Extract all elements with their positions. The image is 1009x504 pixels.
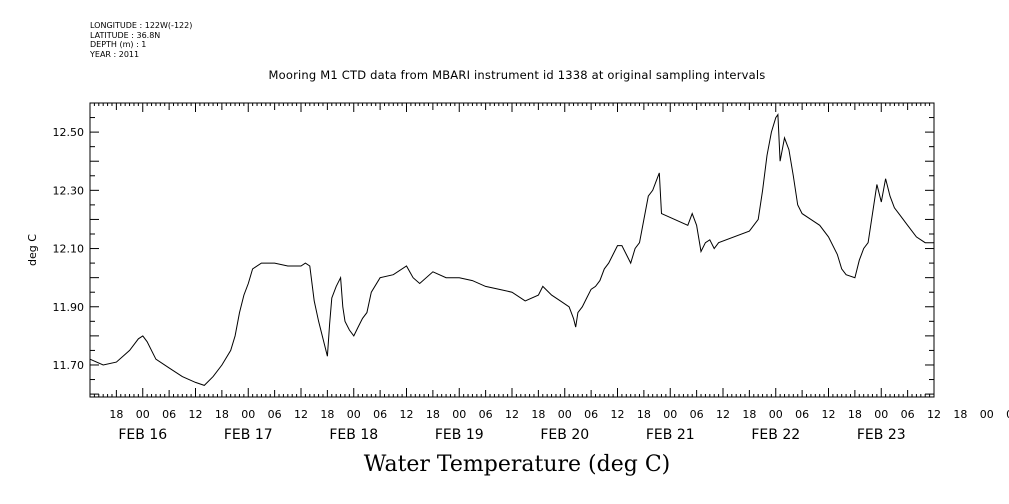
x-hour-label: 12 (400, 408, 414, 421)
x-hour-label: 18 (109, 408, 123, 421)
y-tick-label: 12.30 (53, 184, 85, 197)
x-hour-label: 06 (901, 408, 915, 421)
metadata-block: LONGITUDE : 122W(-122) LATITUDE : 36.8N … (90, 21, 192, 59)
x-hour-label: 18 (215, 408, 229, 421)
x-hour-label: 12 (822, 408, 836, 421)
year-label: YEAR : 2011 (90, 49, 140, 59)
x-hour-label: 12 (611, 408, 625, 421)
x-hour-label: 00 (136, 408, 150, 421)
x-hour-label: 06 (479, 408, 493, 421)
x-hour-label: 18 (848, 408, 862, 421)
x-day-label: FEB 17 (224, 427, 273, 443)
x-hour-label: 18 (953, 408, 967, 421)
longitude-label: LONGITUDE : 122W(-122) (90, 21, 193, 30)
x-hour-label: 18 (531, 408, 545, 421)
x-day-label: FEB 18 (329, 427, 378, 443)
x-hour-label: 00 (558, 408, 572, 421)
latitude-label: LATITUDE : 36.8N (90, 30, 161, 40)
x-hour-label: 00 (769, 408, 783, 421)
x-hour-label: 00 (663, 408, 677, 421)
x-hour-label: 18 (426, 408, 440, 421)
x-day-label: FEB 22 (751, 427, 800, 443)
y-tick-label: 12.10 (53, 243, 85, 256)
x-day-label: FEB 19 (435, 427, 484, 443)
x-axis: 18 00 06 12 18 00 06 12 18 00 06 12 18 00 06 12 18 00 06 12… (89, 103, 1009, 443)
series-group (89, 113, 935, 386)
depth-label: DEPTH (m) : 1 (90, 40, 147, 49)
x-axis-title: Water Temperature (deg C) (363, 452, 671, 477)
x-hour-label: 00 (241, 408, 255, 421)
temperature-series-line (89, 113, 935, 386)
x-hour-label: 06 (373, 408, 387, 421)
x-day-label: FEB 23 (857, 427, 906, 443)
x-hour-label: 06 (1006, 408, 1009, 421)
x-day-label: FEB 21 (646, 427, 695, 443)
chart-title: Mooring M1 CTD data from MBARI instrumen… (268, 68, 766, 82)
x-hour-label: 12 (189, 408, 203, 421)
y-tick-label: 12.50 (53, 126, 85, 139)
x-hour-label: 18 (637, 408, 651, 421)
x-hour-label: 12 (927, 408, 941, 421)
x-hour-label: 06 (795, 408, 809, 421)
y-tick-label: 11.70 (53, 359, 85, 372)
x-hour-label: 12 (294, 408, 308, 421)
x-day-label: FEB 16 (118, 427, 167, 443)
plot-frame (89, 102, 935, 398)
x-hour-label: 18 (320, 408, 334, 421)
x-day-label: FEB 20 (540, 427, 589, 443)
x-hour-label: 00 (874, 408, 888, 421)
x-hour-label: 00 (452, 408, 466, 421)
x-hour-label: 06 (690, 408, 704, 421)
x-hour-label: 06 (162, 408, 176, 421)
x-hour-label: 06 (584, 408, 598, 421)
x-hour-label: 12 (505, 408, 519, 421)
y-tick-label: 11.90 (53, 301, 85, 314)
x-hour-label: 12 (716, 408, 730, 421)
y-axis-label: deg C (26, 234, 39, 266)
x-hour-label: 18 (742, 408, 756, 421)
x-hour-label: 00 (980, 408, 994, 421)
y-axis: 11.70 11.90 12.10 12.30 12.50 (53, 102, 934, 395)
x-hour-label: 00 (347, 408, 361, 421)
x-hour-label: 06 (268, 408, 282, 421)
